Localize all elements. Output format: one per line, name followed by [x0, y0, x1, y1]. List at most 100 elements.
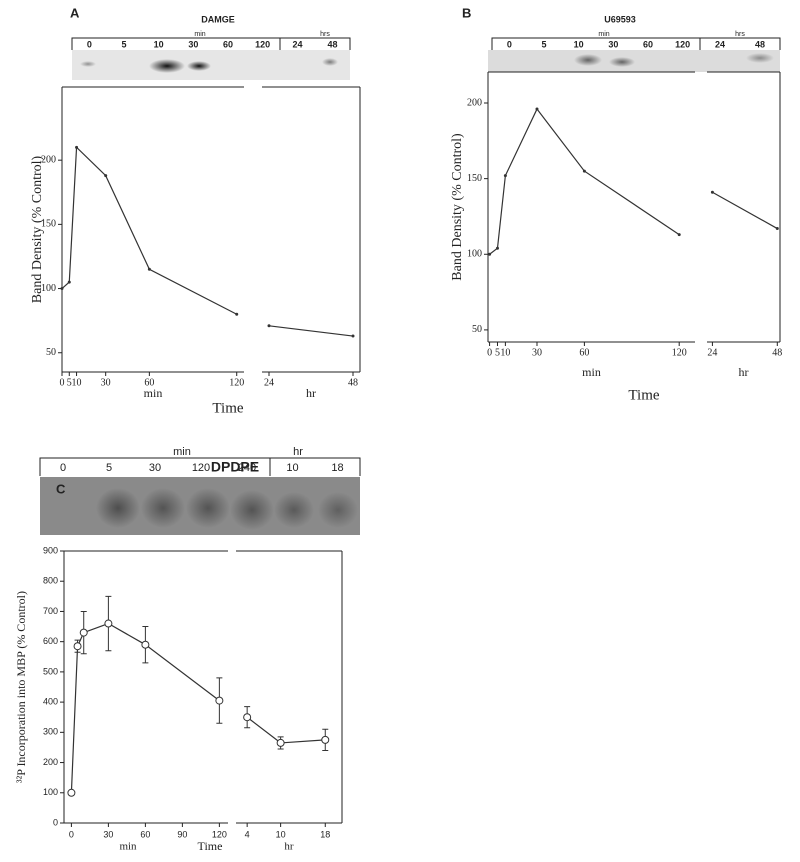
data-point — [104, 174, 108, 178]
y-tick-label: 400 — [43, 696, 58, 706]
data-point — [73, 642, 82, 651]
data-line — [246, 716, 326, 744]
x-tick-label: 48 — [348, 377, 358, 388]
x-axis-label: Time — [212, 400, 243, 416]
blot-lane-label: 5 — [106, 462, 112, 474]
y-tick-label: 500 — [43, 666, 58, 676]
x-tick-label: 0 — [487, 347, 492, 358]
blot-lane-label: 60 — [223, 39, 233, 49]
blot-band — [141, 488, 185, 528]
data-point — [104, 619, 113, 628]
y-tick-label: 300 — [43, 727, 58, 737]
y-tick-label: 50 — [46, 347, 56, 358]
blot-lane-label: 120 — [255, 39, 270, 49]
x-tick-label: 30 — [101, 377, 111, 388]
data-point — [503, 174, 507, 178]
blot-bracket — [491, 37, 701, 50]
blot-bracket — [699, 37, 781, 50]
x-tick-label: 60 — [140, 829, 150, 839]
blot-group-label: min — [173, 446, 191, 458]
x-tick-label: 5 — [495, 347, 500, 358]
data-point — [495, 246, 499, 250]
blot-band — [96, 488, 140, 528]
data-point — [488, 252, 492, 256]
y-tick-label: 150 — [41, 219, 56, 230]
data-point — [775, 227, 779, 231]
blot-band — [574, 54, 602, 66]
blot-lane-label: 0 — [60, 462, 66, 474]
y-axis-label: Band Density (% Control) — [450, 133, 465, 281]
x-tick-label: 90 — [177, 829, 187, 839]
blot-lane-label: 18 — [331, 462, 343, 474]
blot-band — [149, 59, 185, 73]
y-tick-label: 200 — [43, 757, 58, 767]
blot-lane-label: 10 — [154, 39, 164, 49]
data-point — [67, 788, 76, 797]
x-axis-label: Time — [198, 839, 223, 853]
blot-band — [746, 53, 774, 63]
y-tick-label: 900 — [43, 545, 58, 555]
blot-background — [72, 50, 350, 80]
blot-band — [274, 492, 314, 528]
panel-label: B — [462, 5, 471, 20]
x-segment-label: min — [582, 365, 601, 379]
blot-band — [230, 490, 274, 530]
blot-group-label: min — [194, 31, 205, 38]
y-tick-label: 100 — [43, 787, 58, 797]
blot-band — [187, 61, 211, 71]
x-tick-label: 120 — [212, 829, 227, 839]
blot-lane-label: 10 — [286, 462, 298, 474]
blot-group-label: hrs — [320, 31, 330, 38]
x-tick-label: 30 — [532, 347, 542, 358]
y-tick-label: 600 — [43, 636, 58, 646]
blot-group-label: min — [598, 31, 609, 38]
y-axis-label: Band Density (% Control) — [30, 155, 45, 303]
blot-group-label: hrs — [735, 31, 745, 38]
blot-image-b — [488, 50, 780, 72]
chart-title: DPDPE — [211, 459, 259, 475]
data-point — [75, 145, 79, 149]
x-segment-label: min — [119, 841, 137, 853]
data-point — [321, 735, 330, 744]
x-tick-label: 120 — [672, 347, 687, 358]
y-tick-label: 50 — [472, 324, 482, 335]
blot-bracket — [279, 37, 351, 50]
x-tick-label: 30 — [103, 829, 113, 839]
blot-lane-label: 30 — [188, 39, 198, 49]
x-tick-label: 60 — [579, 347, 589, 358]
blot-lane-label: 30 — [149, 462, 161, 474]
blot-band — [80, 61, 96, 67]
data-point — [215, 696, 224, 705]
x-tick-label: 24 — [707, 347, 717, 358]
data-point — [147, 267, 151, 271]
blot-band — [609, 57, 635, 67]
data-point — [677, 233, 681, 237]
y-tick-label: 700 — [43, 606, 58, 616]
chart-title: DAMGE — [201, 14, 235, 24]
data-line — [268, 325, 354, 337]
blot-lane-label: 60 — [643, 39, 653, 49]
panel-label: C — [56, 481, 66, 496]
x-tick-label: 4 — [245, 829, 250, 839]
data-point — [67, 280, 71, 284]
y-tick-label: 200 — [467, 97, 482, 108]
blot-lane-label: 5 — [121, 39, 126, 49]
data-point — [710, 190, 714, 194]
y-tick-label: 200 — [41, 154, 56, 165]
blot-lane-label: 48 — [755, 39, 765, 49]
data-line — [70, 622, 220, 793]
x-tick-label: 5 — [67, 377, 72, 388]
blot-lane-label: 48 — [327, 39, 337, 49]
y-tick-label: 800 — [43, 576, 58, 586]
blot-group-label: hr — [293, 446, 303, 458]
blot-image-a — [72, 50, 350, 80]
y-tick-label: 100 — [467, 249, 482, 260]
x-tick-label: 24 — [264, 377, 274, 388]
y-axis-label: ³²P Incorporation into MBP (% Control) — [14, 591, 28, 783]
data-point — [243, 713, 252, 722]
data-point — [582, 169, 586, 173]
data-point — [235, 312, 239, 316]
data-point — [535, 107, 539, 111]
